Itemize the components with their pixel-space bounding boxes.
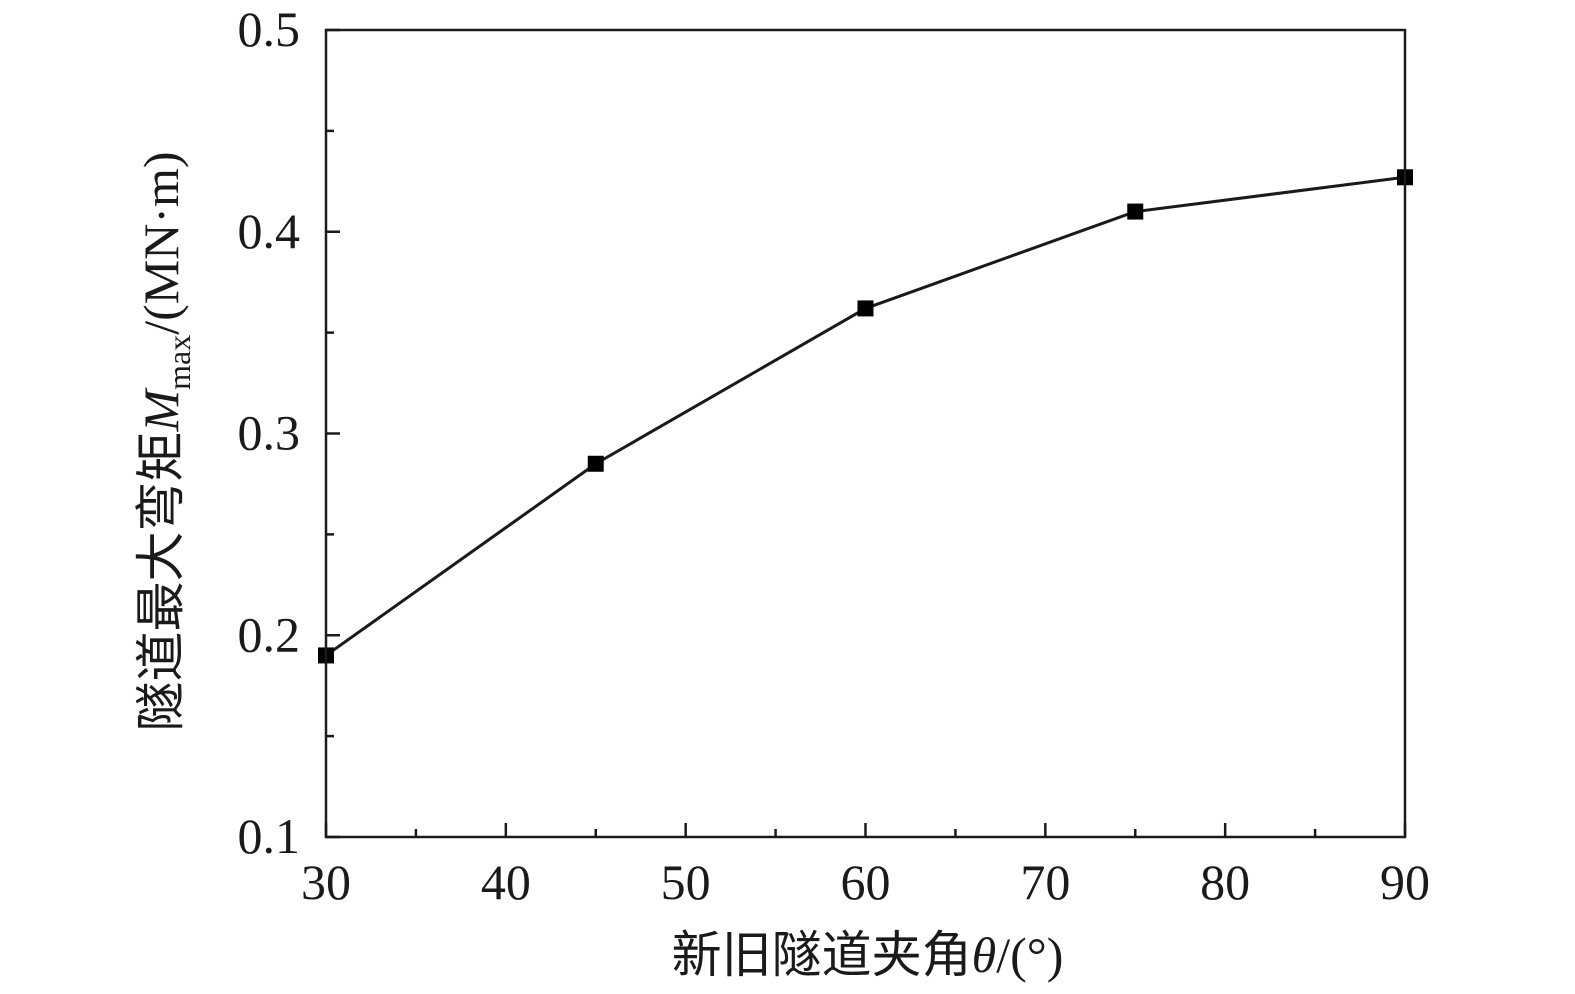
y-tick-label: 0.4 [238, 203, 301, 259]
y-tick-label: 0.2 [238, 606, 301, 662]
x-axis-title-symbol: θ [972, 927, 997, 983]
series-line [325, 175, 1406, 657]
data-point-marker [1127, 203, 1144, 220]
x-tick-label: 90 [1380, 854, 1430, 910]
series-layer [318, 169, 1413, 664]
data-point-marker [857, 300, 874, 317]
y-axis-title-symbol: M [133, 388, 189, 433]
x-axis-title-prefix: 新旧隧道夹角 [672, 927, 972, 983]
y-axis-title-prefix: 隧道最大弯矩 [133, 432, 189, 732]
y-axis-title-subscript: max [161, 335, 197, 390]
y-tick-label: 0.5 [238, 1, 301, 57]
x-tick-label: 40 [481, 854, 531, 910]
plot-frame [324, 28, 1407, 839]
y-tick-label: 0.1 [238, 808, 301, 864]
y-tick-label: 0.3 [238, 405, 301, 461]
x-axis-title-unit: /(°) [996, 927, 1063, 983]
tick-labels: 30 40 50 60 70 80 90 0.1 0.2 0.3 0.4 0.5 [238, 1, 1431, 910]
x-tick-label: 50 [661, 854, 711, 910]
x-tick-label: 60 [841, 854, 891, 910]
x-axis-title: 新旧隧道夹角θ/(°) [672, 927, 1064, 983]
axis-ticks [324, 28, 1407, 839]
data-point-marker [587, 455, 604, 472]
x-tick-label: 70 [1020, 854, 1070, 910]
y-axis-title: 隧道最大弯矩Mmax/(MN·m) [133, 151, 197, 731]
x-tick-label: 80 [1200, 854, 1250, 910]
y-axis-title-unit: /(MN·m) [133, 151, 189, 334]
x-tick-label: 30 [301, 854, 351, 910]
